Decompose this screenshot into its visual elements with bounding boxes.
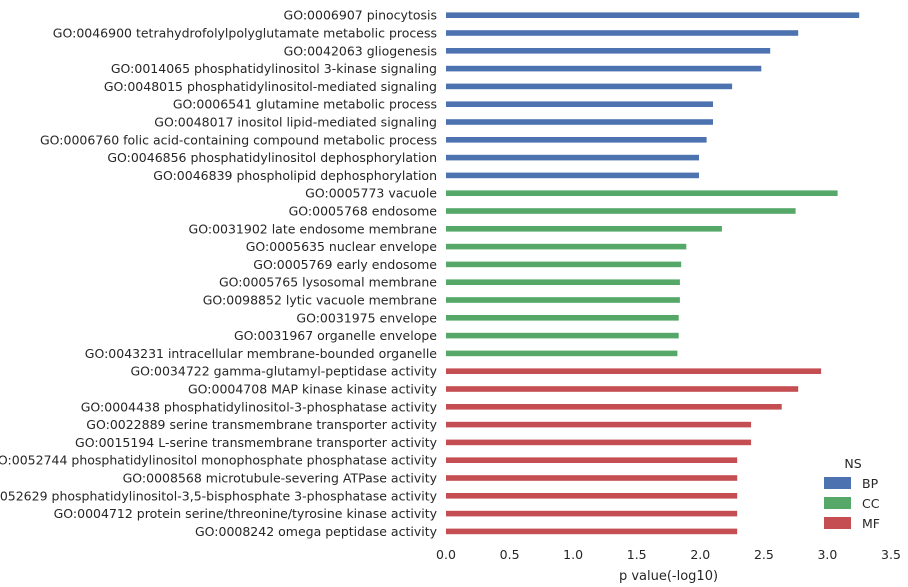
bar-go-0006760 [446, 137, 707, 143]
category-label-go-0046900: GO:0046900 tetrahydrofolylpolyglutamate … [53, 26, 437, 41]
bar-go-0008242 [446, 528, 738, 535]
x-tick-label: 1.0 [563, 547, 583, 562]
x-tick-label: 0.0 [436, 547, 456, 562]
category-label-go-0031975: GO:0031975 envelope [296, 310, 437, 325]
legend-title: NS [844, 456, 861, 471]
legend-swatch-bp [824, 477, 851, 489]
bar-go-0005635 [446, 243, 687, 250]
category-label-go-0098852: GO:0098852 lytic vacuole membrane [203, 293, 438, 308]
bar-go-0048015 [446, 83, 733, 90]
category-label-go-0015194: GO:0015194 L-serine transmembrane transp… [75, 435, 438, 450]
bar-go-0005768 [446, 208, 796, 214]
category-label-go-0052629: GO:0052629 phosphatidylinositol-3,5-bisp… [0, 488, 438, 503]
x-tick-label: 2.5 [754, 547, 774, 562]
bar-go-0005769 [446, 261, 682, 268]
bar-go-0015194 [446, 439, 752, 446]
bar-go-0046856 [446, 154, 699, 161]
bar-go-0005773 [446, 190, 838, 196]
x-axis-ticks-group: 0.0 0.5 1.0 1.5 2.0 2.5 3.0 3.5 [436, 547, 901, 562]
bar-go-0008568 [446, 475, 738, 481]
bar-go-0031975 [446, 315, 679, 321]
bar-go-0052629 [446, 493, 738, 499]
category-label-go-0006541: GO:0006541 glutamine metabolic process [173, 97, 437, 112]
bar-go-0022889 [446, 421, 752, 428]
bar-go-0046839 [446, 172, 699, 179]
bar-go-0043231 [446, 350, 678, 357]
x-tick-label: 2.0 [690, 547, 710, 562]
category-label-go-0004708: GO:0004708 MAP kinase kinase activity [188, 382, 438, 397]
bar-go-0004708 [446, 386, 799, 392]
legend-label-bp: BP [862, 476, 879, 491]
category-label-go-0014065: GO:0014065 phosphatidylinositol 3-kinase… [111, 61, 437, 76]
legend-swatch-mf [824, 517, 851, 529]
bar-go-0006907 [446, 12, 860, 18]
legend-label-mf: MF [862, 516, 880, 531]
category-label-go-0048015: GO:0048015 phosphatidylinositol-mediated… [104, 79, 437, 94]
bars-group [446, 12, 860, 535]
bar-go-0005765 [446, 279, 680, 285]
bar-go-0031902 [446, 226, 722, 232]
category-label-go-0046856: GO:0046856 phosphatidylinositol dephosph… [107, 150, 437, 165]
category-label-go-0004438: GO:0004438 phosphatidylinositol-3-phosph… [81, 399, 438, 414]
bar-go-0014065 [446, 65, 762, 72]
bar-go-0034722 [446, 368, 822, 374]
category-label-go-0005773: GO:0005773 vacuole [305, 186, 437, 201]
x-tick-label: 3.5 [881, 547, 901, 562]
bar-go-0031967 [446, 332, 679, 339]
legend-swatch-cc [824, 497, 851, 509]
category-label-go-0005768: GO:0005768 endosome [289, 204, 438, 219]
bar-go-0004712 [446, 510, 738, 517]
bar-go-0046900 [446, 30, 799, 36]
category-label-go-0004712: GO:0004712 protein serine/threonine/tyro… [54, 506, 438, 521]
category-label-go-0006907: GO:0006907 pinocytosis [284, 8, 437, 23]
bar-go-0042063 [446, 48, 771, 54]
legend: NS BP CC MF [824, 456, 880, 531]
x-tick-label: 3.0 [817, 547, 837, 562]
x-axis-title: p value(-log10) [619, 569, 718, 584]
category-label-go-0052744: GO:0052744 phosphatidylinositol monophos… [0, 453, 438, 468]
category-label-go-0005635: GO:0005635 nuclear envelope [246, 239, 438, 254]
x-tick-label: 0.5 [500, 547, 520, 562]
category-label-go-0008242: GO:0008242 omega peptidase activity [195, 524, 438, 539]
category-label-go-0031967: GO:0031967 organelle envelope [234, 328, 437, 343]
legend-label-cc: CC [862, 496, 880, 511]
category-label-go-0008568: GO:0008568 microtubule-severing ATPase a… [123, 471, 438, 486]
category-label-go-0006760: GO:0006760 folic acid-containing compoun… [40, 132, 437, 147]
bar-go-0052744 [446, 457, 738, 463]
category-label-go-0022889: GO:0022889 serine transmembrane transpor… [86, 417, 437, 432]
category-label-go-0048017: GO:0048017 inositol lipid-mediated signa… [154, 115, 437, 130]
category-label-go-0031902: GO:0031902 late endosome membrane [189, 221, 438, 236]
bar-go-0006541 [446, 101, 713, 107]
category-label-go-0042063: GO:0042063 gliogenesis [284, 43, 437, 58]
category-label-go-0005769: GO:0005769 early endosome [253, 257, 437, 272]
bar-go-0048017 [446, 119, 713, 125]
category-label-go-0005765: GO:0005765 lysosomal membrane [219, 275, 437, 290]
x-tick-label: 1.5 [627, 547, 647, 562]
bar-go-0098852 [446, 297, 680, 303]
category-label-go-0046839: GO:0046839 phospholipid dephosphorylatio… [153, 168, 437, 183]
category-label-go-0043231: GO:0043231 intracellular membrane-bounde… [85, 346, 438, 361]
bar-go-0004438 [446, 404, 782, 410]
category-label-go-0034722: GO:0034722 gamma-glutamyl-peptidase acti… [130, 364, 437, 379]
category-labels-group: GO:0006907 pinocytosis GO:0046900 tetrahy… [0, 8, 438, 539]
